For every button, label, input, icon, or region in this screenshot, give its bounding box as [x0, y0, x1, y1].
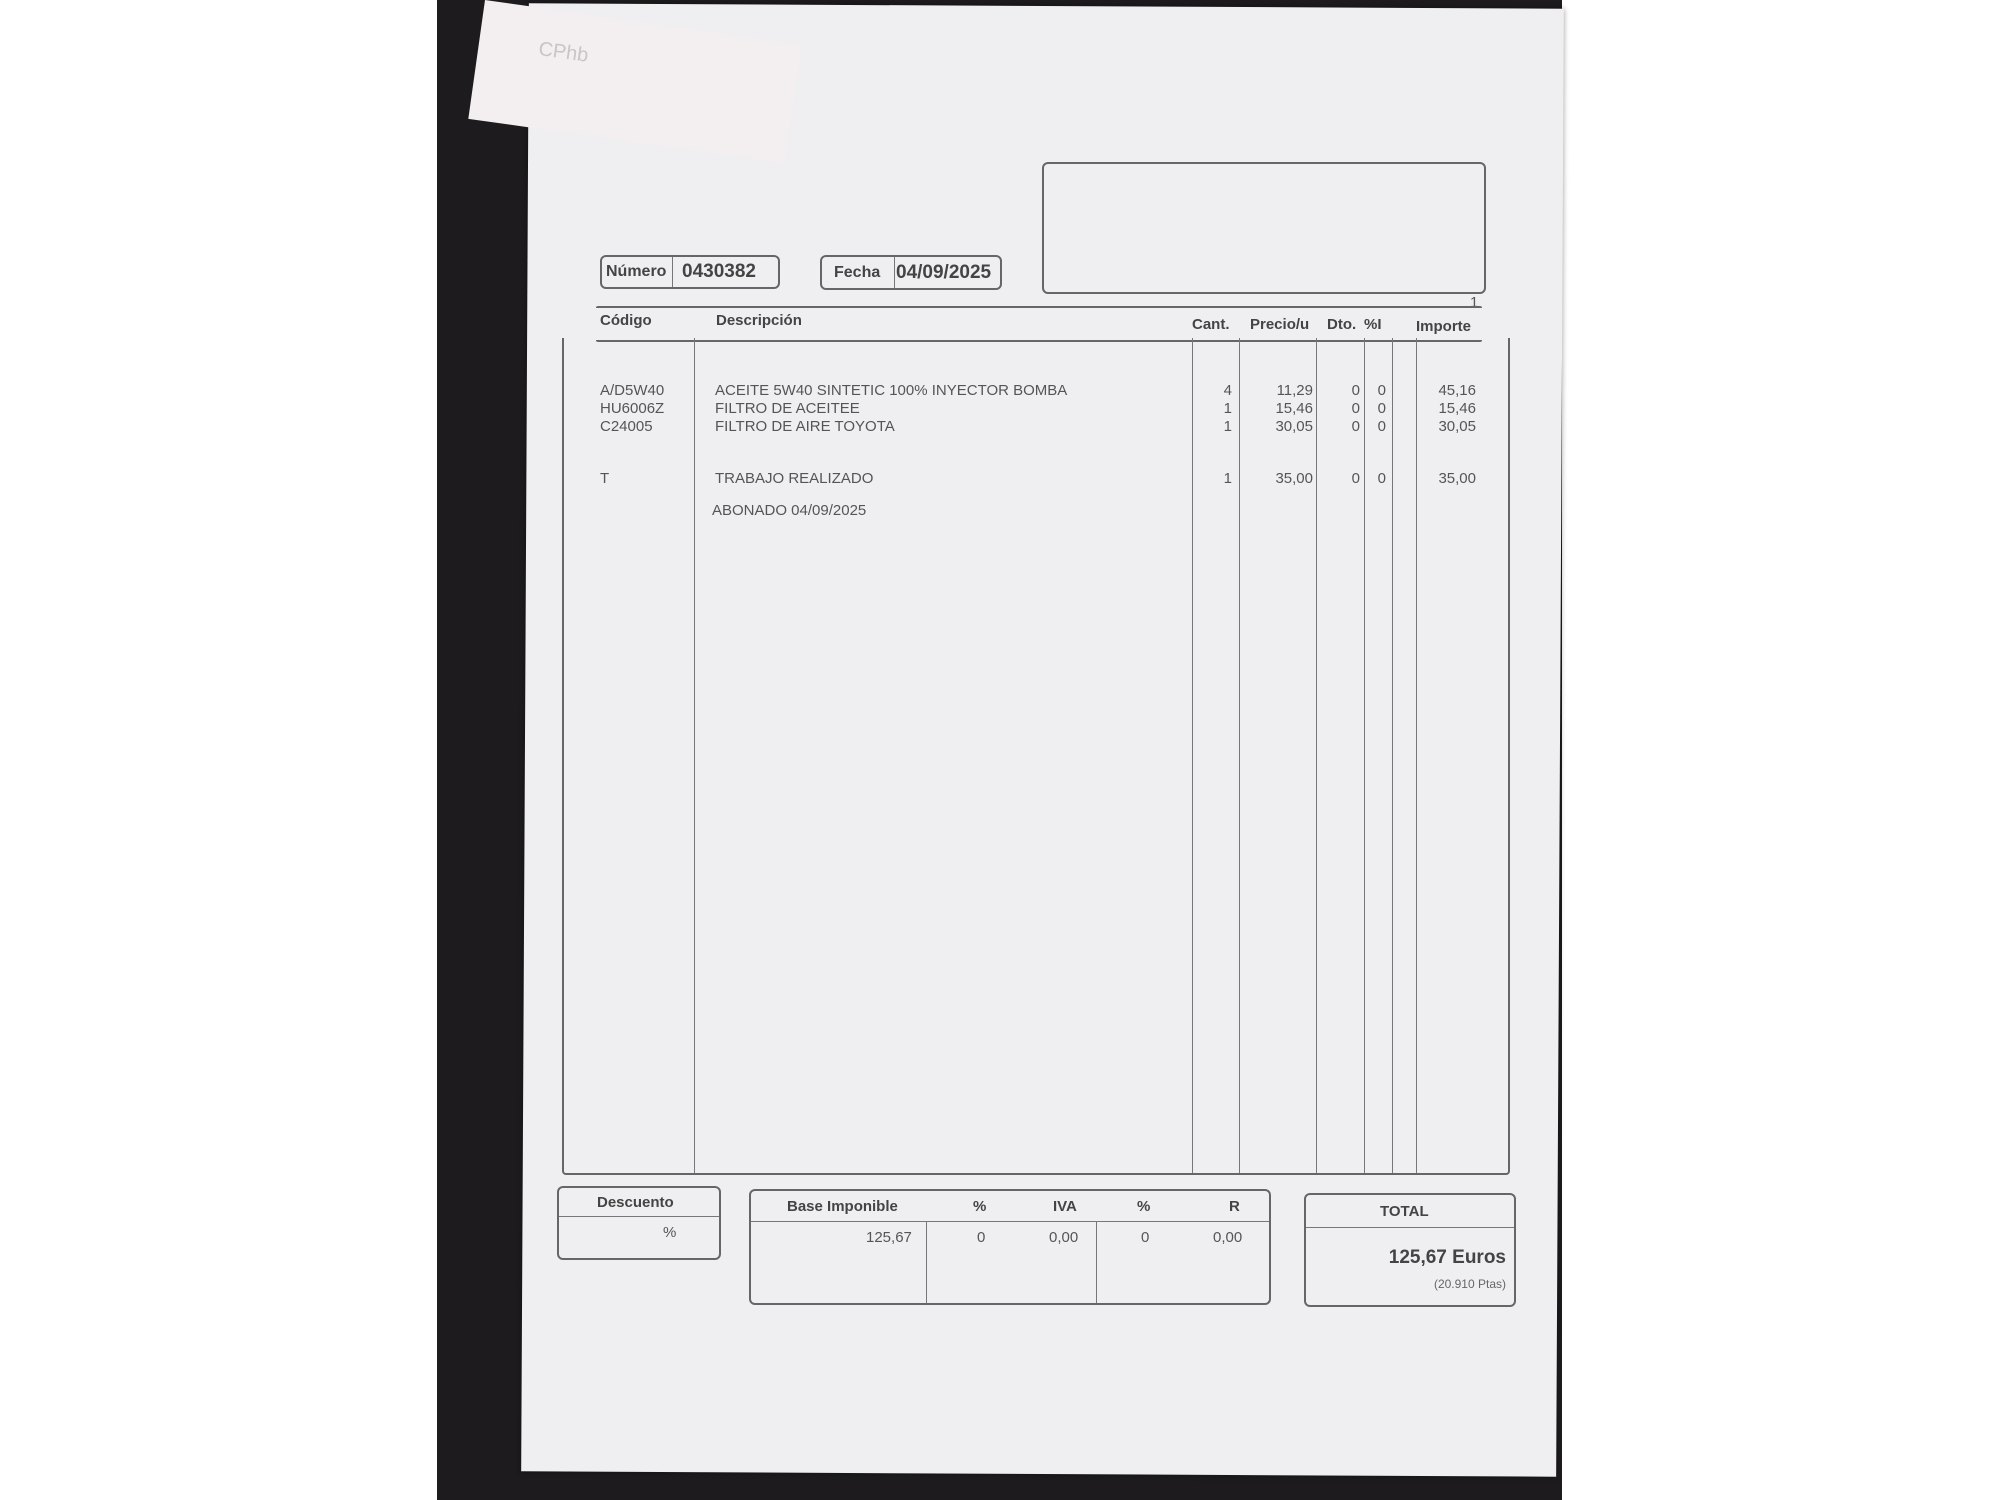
cell-precio: 15,46 [1275, 400, 1313, 417]
cell-cant: 1 [1223, 418, 1232, 435]
cell-codigo: T [600, 470, 610, 487]
cell-cant: 4 [1223, 382, 1232, 399]
cell-codigo: C24005 [600, 418, 653, 435]
total-value: 125,67 Euros [1388, 1247, 1506, 1268]
iva-value: 0,00 [1049, 1229, 1079, 1246]
fecha-label: Fecha [834, 264, 881, 281]
iva-pct-value: 0 [977, 1229, 986, 1246]
cell-precio: 11,29 [1276, 382, 1313, 399]
cell-cant: 1 [1223, 400, 1232, 417]
col-descripcion: Descripción [716, 312, 802, 329]
descuento-box: Descuento % [557, 1186, 721, 1260]
cell-dto: 0 [1351, 382, 1360, 399]
iva-label: IVA [1053, 1198, 1077, 1215]
fecha-box: Fecha 04/09/2025 [820, 255, 1002, 290]
cell-importe: 15,46 [1438, 400, 1476, 417]
cell-descripcion: ACEITE 5W40 SINTETIC 100% INYECTOR BOMBA [715, 382, 1068, 399]
cell-iva: 0 [1377, 470, 1386, 487]
cell-dto: 0 [1351, 418, 1360, 435]
numero-label: Número [606, 263, 667, 280]
tax-summary-box: Base Imponible % IVA % R 125,67 0 0,00 0… [749, 1189, 1271, 1305]
cell-cant: 1 [1223, 470, 1232, 487]
cell-codigo: A/D5W40 [600, 382, 665, 399]
r-label: R [1229, 1198, 1240, 1215]
cell-importe: 45,16 [1438, 382, 1476, 399]
descuento-label: Descuento [597, 1194, 674, 1211]
total-label: TOTAL [1380, 1203, 1429, 1220]
cell-dto: 0 [1351, 400, 1360, 417]
cell-descripcion: TRABAJO REALIZADO [715, 470, 874, 487]
numero-box: Número 0430382 [600, 255, 780, 289]
payment-note: ABONADO 04/09/2025 [712, 502, 867, 519]
r-value: 0,00 [1213, 1229, 1243, 1246]
col-dto: Dto. [1327, 316, 1357, 333]
cell-precio: 35,00 [1275, 470, 1313, 487]
table-body [562, 338, 1510, 1175]
col-importe: Importe [1416, 318, 1472, 335]
fecha-value: 04/09/2025 [896, 262, 992, 283]
base-imponible-label: Base Imponible [787, 1198, 898, 1215]
cell-dto: 0 [1351, 470, 1360, 487]
cell-precio: 30,05 [1275, 418, 1313, 435]
r-pct-value: 0 [1141, 1229, 1150, 1246]
page-number: 1 [1470, 294, 1479, 311]
total-pesetas: (20.910 Ptas) [1433, 1277, 1506, 1291]
cell-codigo: HU6006Z [600, 400, 665, 417]
cell-importe: 35,00 [1438, 470, 1476, 487]
total-box: TOTAL 125,67 Euros (20.910 Ptas) [1304, 1193, 1516, 1307]
cell-iva: 0 [1377, 382, 1386, 399]
col-cant: Cant. [1192, 316, 1230, 333]
numero-value: 0430382 [682, 261, 756, 282]
iva-pct-label: % [973, 1198, 987, 1215]
r-pct-label: % [1137, 1198, 1151, 1215]
cell-descripcion: FILTRO DE AIRE TOYOTA [715, 418, 895, 435]
table-header [596, 306, 1482, 342]
col-codigo: Código [600, 312, 652, 329]
cell-iva: 0 [1377, 400, 1386, 417]
base-imponible-value: 125,67 [866, 1229, 912, 1246]
descuento-value: % [663, 1224, 677, 1241]
col-iva: %I [1364, 316, 1382, 333]
sticky-logo: CPhb [537, 38, 590, 67]
address-box [1042, 162, 1486, 294]
cell-iva: 0 [1377, 418, 1386, 435]
cell-descripcion: FILTRO DE ACEITEE [715, 400, 860, 417]
col-precio: Precio/u [1250, 316, 1310, 333]
cell-importe: 30,05 [1438, 418, 1476, 435]
